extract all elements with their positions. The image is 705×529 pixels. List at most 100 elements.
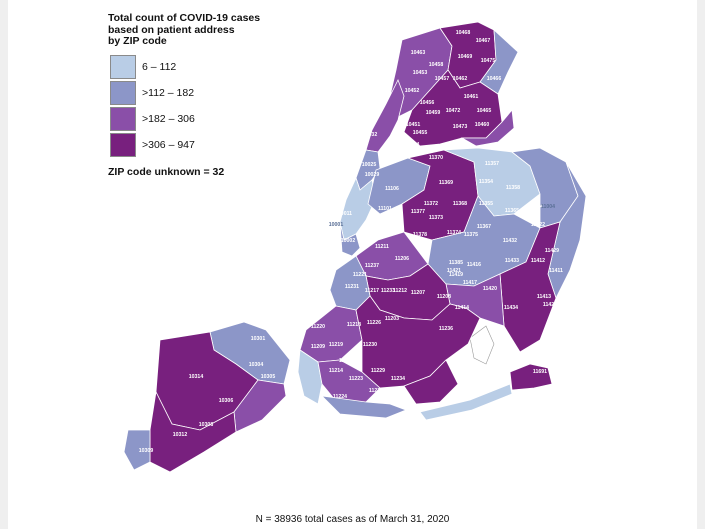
zip-label-11207: 11207 <box>411 290 425 296</box>
zip-label-11208: 11208 <box>437 294 451 300</box>
zip-label-11224: 11224 <box>333 394 347 400</box>
zip-label-11385: 11385 <box>449 260 463 266</box>
queens-zone-jfk-airport <box>469 325 495 365</box>
zip-label-11413: 11413 <box>537 294 551 300</box>
staten-island-borough <box>123 321 291 473</box>
legend-label-3: >182 – 306 <box>142 112 195 125</box>
zip-label-11235: 11235 <box>369 388 383 394</box>
zip-label-11219: 11219 <box>329 342 343 348</box>
zip-label-10454: 10454 <box>405 142 420 148</box>
zip-label-11212: 11212 <box>393 288 407 294</box>
zip-label-10458: 10458 <box>429 62 444 68</box>
zip-label-10466: 10466 <box>487 76 502 82</box>
zip-label-11211: 11211 <box>375 244 389 250</box>
zip-label-11432: 11432 <box>503 238 517 244</box>
zip-label-11233: 11233 <box>381 288 395 294</box>
queens-borough <box>367 147 587 365</box>
zip-label-10312: 10312 <box>173 432 188 438</box>
zip-label-11691: 11691 <box>533 369 547 375</box>
left-frame-edge <box>0 0 8 529</box>
zip-label-10456: 10456 <box>420 100 435 106</box>
zip-label-10475: 10475 <box>481 58 496 64</box>
zip-label-10465: 10465 <box>477 108 492 114</box>
zip-label-10453: 10453 <box>413 70 428 76</box>
zip-label-11220: 11220 <box>311 324 325 330</box>
zip-label-11231: 11231 <box>345 284 359 290</box>
bronx-zone-southeast <box>460 109 515 147</box>
zip-label-11237: 11237 <box>365 263 379 269</box>
rockaway-far-east <box>509 363 553 391</box>
zip-label-10462: 10462 <box>453 76 468 82</box>
legend-swatch-2 <box>110 80 136 105</box>
zip-label-11101: 11101 <box>378 206 392 212</box>
zip-label-11229: 11229 <box>371 368 385 374</box>
zip-label-10467: 10467 <box>476 38 491 44</box>
zip-label-10305: 10305 <box>261 374 276 380</box>
legend-bin-2: >112 – 182 <box>108 80 348 107</box>
zip-label-11365: 11365 <box>505 208 519 214</box>
manhattan-zone-lower <box>339 221 361 257</box>
rockaway-peninsula-west <box>419 383 513 421</box>
zip-label-10002: 10002 <box>341 238 356 244</box>
zip-label-10455: 10455 <box>413 130 428 136</box>
zip-label-10308: 10308 <box>199 422 214 428</box>
brooklyn-zone-bensonhurst <box>317 359 381 407</box>
zip-label-11434: 11434 <box>504 305 518 311</box>
zip-label-11204: 11204 <box>339 358 353 364</box>
zip-label-11422: 11422 <box>531 222 545 228</box>
legend-label-1: 6 – 112 <box>142 60 177 73</box>
zip-label-10461: 10461 <box>464 94 479 100</box>
zip-label-11106: 11106 <box>385 186 399 192</box>
zip-label-10469: 10469 <box>458 54 473 60</box>
zip-label-11421: 11421 <box>447 268 461 274</box>
zip-label-10309: 10309 <box>139 448 154 454</box>
brooklyn-zone-sunset-park <box>299 305 363 363</box>
zip-label-11236: 11236 <box>439 326 453 332</box>
zip-label-11357: 11357 <box>485 161 499 167</box>
legend-bin-3: >182 – 306 <box>108 106 348 133</box>
zip-label-11223: 11223 <box>349 376 363 382</box>
zip-label-10025: 10025 <box>362 162 377 168</box>
manhattan-borough <box>339 79 405 257</box>
legend-swatch-3 <box>110 106 136 131</box>
zip-label-11372: 11372 <box>424 201 438 207</box>
zip-label-11226: 11226 <box>367 320 381 326</box>
zip-label-11377: 11377 <box>411 209 425 215</box>
zip-label-10468: 10468 <box>456 30 471 36</box>
zip-label-11414: 11414 <box>455 305 469 311</box>
zip-label-11370: 11370 <box>429 155 443 161</box>
zip-label-11375: 11375 <box>464 232 478 238</box>
zip-label-11354: 11354 <box>479 179 493 185</box>
zip-label-10032: 10032 <box>363 132 378 138</box>
legend-title: Total count of COVID-19 cases based on p… <box>108 12 261 47</box>
brooklyn-zone-canarsie <box>403 359 459 405</box>
zip-label-10011: 10011 <box>338 211 352 217</box>
brooklyn-zone-coney-island <box>320 395 408 419</box>
zip-label-10301: 10301 <box>251 336 266 342</box>
zip-label-10304: 10304 <box>249 362 264 368</box>
zip-label-11218: 11218 <box>347 322 361 328</box>
zip-label-11433: 11433 <box>505 258 519 264</box>
zip-label-10473: 10473 <box>453 124 468 130</box>
manhattan-zone-upper <box>365 79 405 153</box>
zip-label-10306: 10306 <box>219 398 234 404</box>
zip-label-11206: 11206 <box>395 256 409 262</box>
zip-label-11230: 11230 <box>363 342 377 348</box>
zip-label-11419: 11419 <box>449 272 463 278</box>
legend-swatch-1 <box>110 54 136 79</box>
zip-label-11364: 11364 <box>529 204 543 210</box>
zip-label-11373: 11373 <box>429 215 443 221</box>
legend-bin-1: 6 – 112 <box>108 54 348 81</box>
zip-label-11379: 11379 <box>385 229 399 235</box>
legend-label-4: >306 – 947 <box>142 138 195 151</box>
zip-label-11217: 11217 <box>365 288 379 294</box>
bronx-borough <box>389 21 519 147</box>
zip-label-10451: 10451 <box>406 122 421 128</box>
zip-label-11221: 11221 <box>353 272 367 278</box>
map-legend: Total count of COVID-19 cases based on p… <box>108 12 348 177</box>
zip-label-11214: 11214 <box>329 368 343 374</box>
zip-label-11368: 11368 <box>453 201 467 207</box>
zip-label-11412: 11412 <box>531 258 545 264</box>
